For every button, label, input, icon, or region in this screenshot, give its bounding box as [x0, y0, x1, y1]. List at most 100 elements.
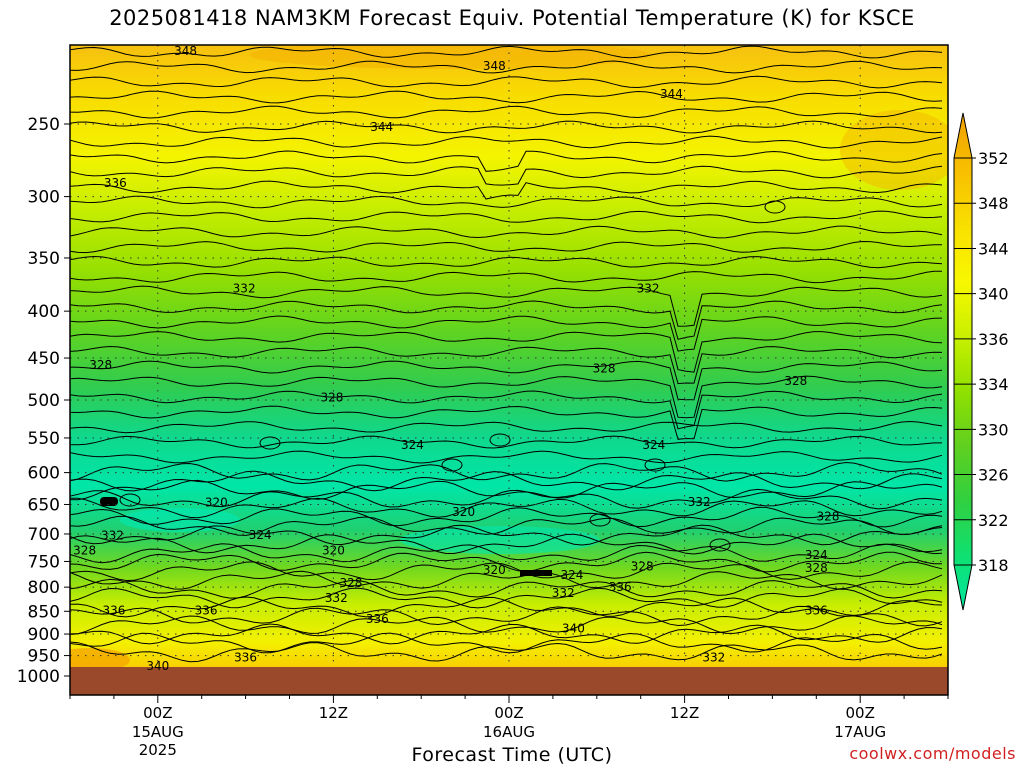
contour-line — [70, 390, 943, 430]
contour-line — [70, 587, 943, 609]
contour-label: 328 — [784, 374, 807, 388]
y-tick-label: 500 — [28, 391, 60, 411]
contour-label: 336 — [195, 603, 218, 617]
contour-label: 336 — [102, 603, 125, 617]
contour-label: 328 — [73, 544, 96, 558]
contour-line — [70, 60, 943, 74]
y-tick-label: 400 — [28, 302, 60, 322]
contour-label: 328 — [817, 510, 840, 524]
contour-label: 332 — [325, 591, 348, 605]
contour-label: 324 — [560, 568, 583, 582]
contour-line — [70, 570, 943, 590]
contour-label: 324 — [642, 438, 665, 452]
credit-link[interactable]: coolwx.com/models — [849, 744, 1016, 763]
x-tick-year: 2025 — [139, 741, 177, 759]
x-tick-label: 00Z — [143, 704, 172, 722]
contour-label: 344 — [370, 120, 393, 134]
contour-line — [70, 435, 942, 449]
contour-line — [70, 533, 943, 555]
contour-cluster — [520, 570, 552, 576]
contour-label: 320 — [483, 563, 506, 577]
contour-line — [70, 331, 943, 373]
contour-label: 336 — [609, 580, 632, 594]
x-tick-label: 12Z — [670, 704, 699, 722]
contour-line — [70, 225, 943, 239]
contour-line — [70, 596, 943, 618]
contour-line — [70, 135, 943, 149]
x-tick-date: 16AUG — [483, 723, 535, 741]
colorbar: 318 322 326 330 334 336 340 344 348 352 — [953, 112, 1009, 611]
y-tick-label: 650 — [28, 495, 60, 515]
contour-label: 332 — [688, 495, 711, 509]
contour-label: 332 — [552, 586, 575, 600]
contour-label: 320 — [205, 496, 228, 510]
contour-line — [70, 641, 943, 663]
colorbar-label: 334 — [978, 375, 1009, 394]
y-tick-label: 900 — [28, 625, 60, 645]
contour-label: 328 — [805, 561, 828, 575]
contour-line — [70, 615, 943, 635]
contour-loop — [589, 513, 611, 527]
y-tick-label: 800 — [28, 578, 60, 598]
x-tick-label: 00Z — [846, 704, 875, 722]
y-tick-label: 700 — [28, 525, 60, 545]
contour-label: 336 — [805, 603, 828, 617]
contour-line — [70, 195, 943, 209]
x-tick-date: 17AUG — [834, 723, 886, 741]
contour-line — [70, 360, 943, 401]
contour-label: 336 — [234, 651, 257, 665]
contour-line — [70, 405, 943, 440]
contour-line — [70, 300, 943, 340]
contour-loop — [709, 538, 731, 552]
y-tick-label: 950 — [28, 647, 60, 667]
y-tick-label: 850 — [28, 602, 60, 622]
contour-cluster — [100, 497, 118, 506]
contour-label: 328 — [89, 358, 112, 372]
colorbar-label: 348 — [978, 194, 1009, 213]
contour-line — [70, 180, 943, 200]
colorbar-label: 318 — [978, 556, 1009, 575]
contour-line — [70, 461, 943, 482]
contour-line — [70, 632, 943, 654]
contour-label: 332 — [101, 529, 124, 543]
contour-label: 328 — [320, 391, 343, 405]
contour-loop — [441, 458, 463, 472]
contour-line — [70, 120, 943, 134]
ground-surface — [70, 667, 948, 695]
contour-line — [70, 488, 943, 510]
chart-title: 2025081418 NAM3KM Forecast Equiv. Potent… — [109, 6, 915, 30]
contour-line — [70, 479, 943, 501]
colorbar-label: 330 — [978, 420, 1009, 439]
contour-line — [70, 285, 943, 327]
contour-label: 340 — [146, 659, 169, 673]
contour-line — [70, 45, 943, 59]
contour-label: 344 — [660, 87, 683, 101]
contour-line — [70, 345, 943, 385]
contour-label: 348 — [174, 44, 197, 58]
contour-line — [70, 165, 943, 186]
y-tick-label: 250 — [28, 115, 60, 135]
x-tick-date: 15AUG — [132, 723, 184, 741]
y-tick-label: 350 — [28, 249, 60, 269]
y-tick-label: 550 — [28, 429, 60, 449]
pressure-gridlines — [70, 45, 948, 667]
contour-label: 336 — [104, 176, 127, 190]
contour-line — [70, 515, 943, 536]
contour-line — [70, 90, 943, 104]
colorbar-label: 344 — [978, 239, 1009, 258]
contour-lines — [70, 45, 943, 663]
contour-label: 332 — [702, 651, 725, 665]
contour-label: 320 — [452, 505, 475, 519]
contour-line — [70, 551, 943, 573]
colorbar-label: 326 — [978, 466, 1009, 485]
contour-label: 328 — [593, 362, 616, 376]
x-tick-label: 00Z — [494, 704, 523, 722]
y-tick-label: 1000 — [17, 667, 60, 687]
contour-line — [70, 578, 943, 599]
contour-line — [70, 375, 943, 419]
contour-loop — [259, 436, 281, 450]
colorbar-label: 340 — [978, 285, 1009, 304]
